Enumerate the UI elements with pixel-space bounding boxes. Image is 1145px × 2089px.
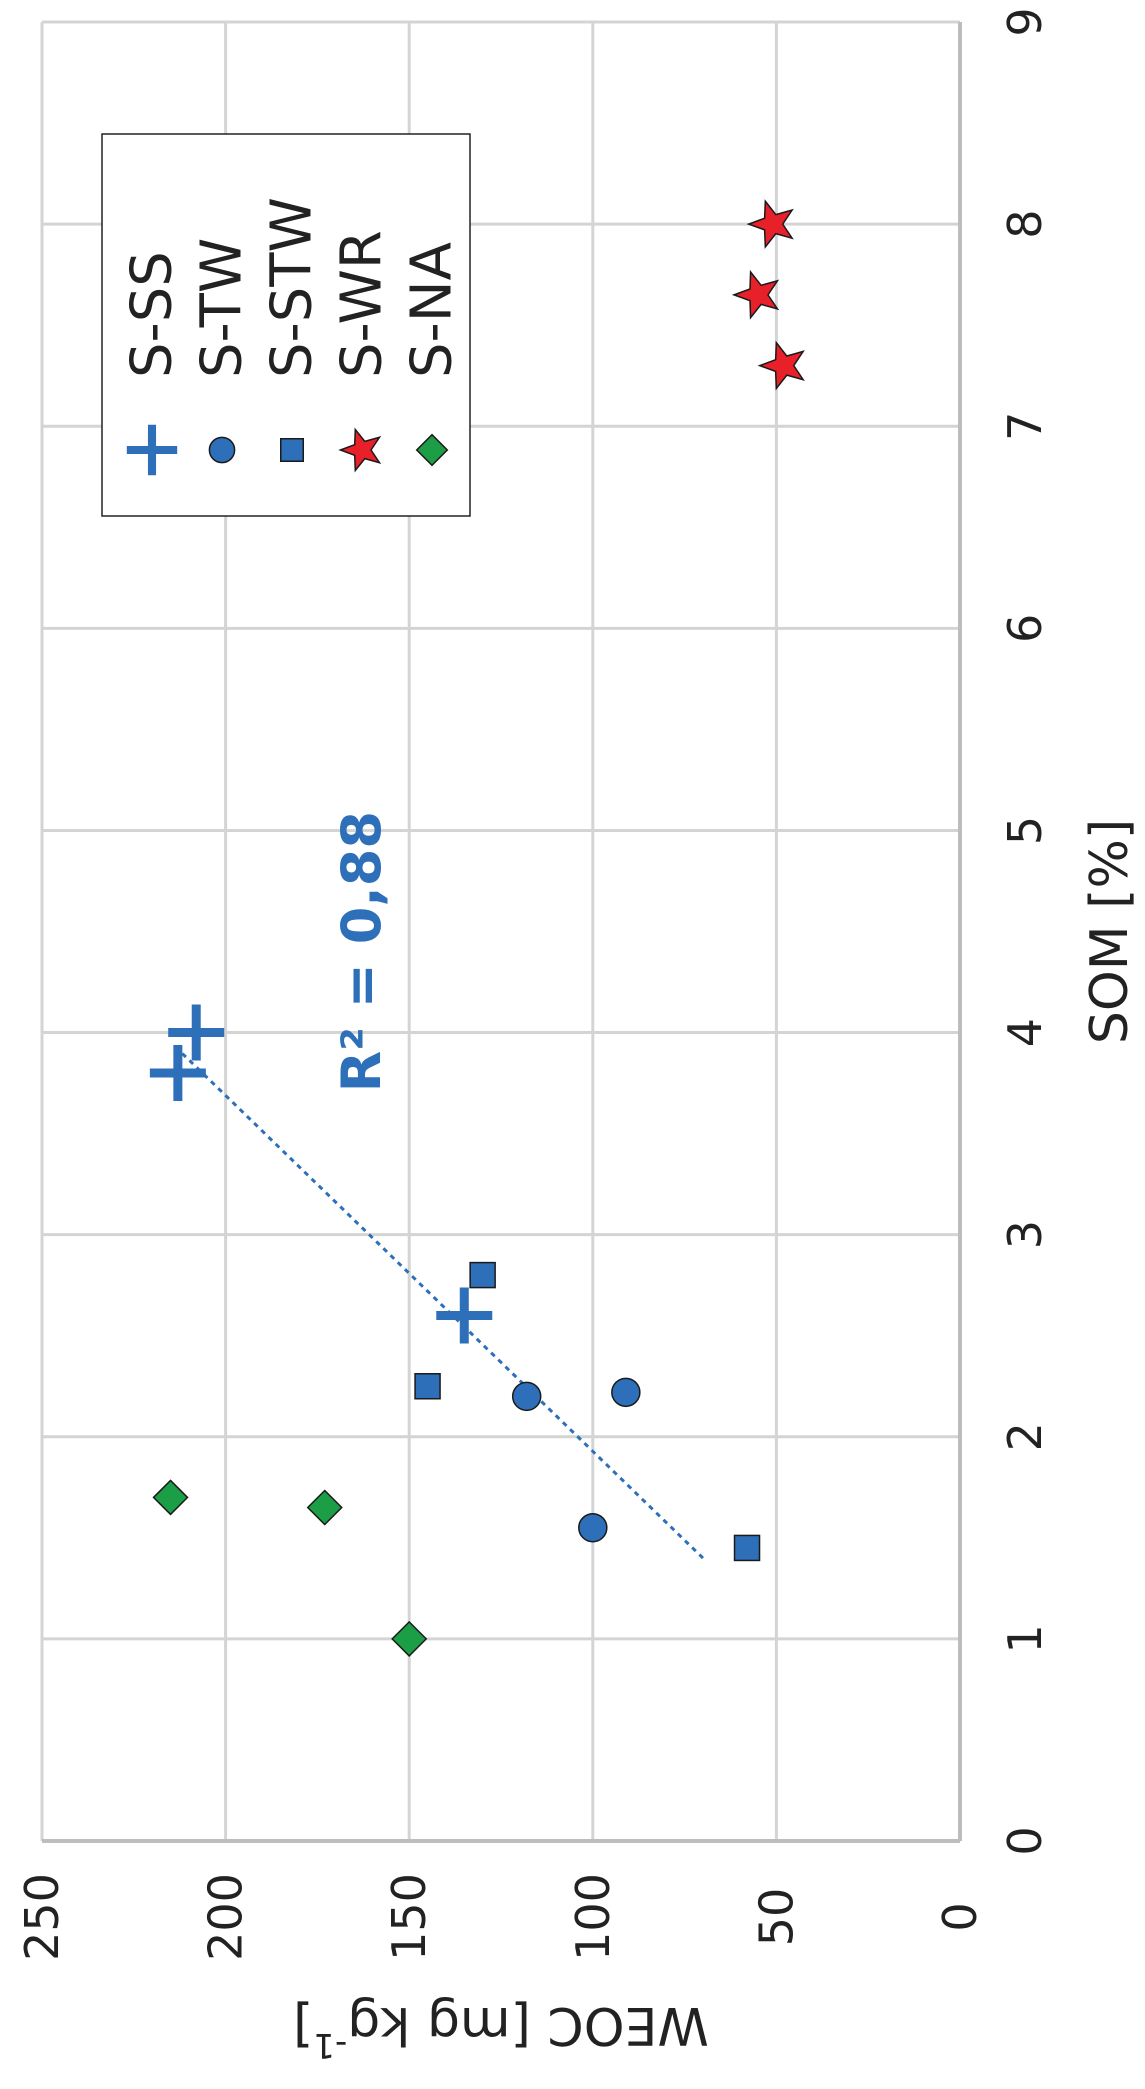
data-point-s-wr bbox=[731, 269, 780, 320]
legend-label-s-wr: S-WR bbox=[330, 230, 395, 378]
legend-label-s-ss: S-SS bbox=[120, 251, 185, 378]
y-axis-title-main: WEOC [mg kg bbox=[347, 1995, 709, 2055]
x-axis-title: SOM [%] bbox=[1080, 819, 1140, 1044]
data-point-s-stw bbox=[414, 1373, 441, 1400]
x-tick-label: 3 bbox=[998, 1220, 1052, 1249]
y-tick-label: 250 bbox=[15, 1873, 69, 1961]
data-point-s-ss bbox=[168, 1004, 225, 1061]
data-point-s-ss bbox=[436, 1287, 493, 1344]
data-point-s-na bbox=[306, 1489, 343, 1526]
r-squared-label: R² = 0,88 bbox=[330, 811, 393, 1092]
legend-marker-s-tw bbox=[208, 436, 236, 464]
legend-marker-s-stw bbox=[280, 438, 304, 462]
y-tick-label: 200 bbox=[199, 1873, 253, 1961]
data-point-s-wr bbox=[746, 199, 794, 249]
y-axis-title-end: ] bbox=[293, 1995, 313, 2055]
x-tick-label: 6 bbox=[998, 614, 1052, 643]
trendline-group: R² = 0,88 bbox=[180, 811, 705, 1560]
legend-marker-s-na bbox=[415, 433, 449, 467]
y-axis-title: WEOC [mg kg-1] bbox=[293, 1995, 709, 2065]
y-tick-label: 0 bbox=[933, 1902, 987, 1931]
series-s-wr bbox=[731, 199, 805, 391]
axis-titles: SOM [%] WEOC [mg kg-1] bbox=[293, 819, 1140, 2065]
x-tick-label: 8 bbox=[998, 209, 1052, 238]
x-tick-label: 1 bbox=[998, 1624, 1052, 1653]
data-point-s-tw bbox=[611, 1377, 641, 1408]
data-point-s-stw bbox=[469, 1261, 496, 1289]
legend-label-s-stw: S-STW bbox=[260, 197, 325, 378]
series-s-ss bbox=[149, 1004, 493, 1344]
legend: S-SS S-TW S-STW S-WR S-NA bbox=[101, 133, 471, 517]
series-s-tw bbox=[511, 1377, 641, 1543]
x-tick-label: 9 bbox=[998, 7, 1052, 36]
y-tick-label: 100 bbox=[566, 1873, 620, 1961]
y-axis-title-sup: -1 bbox=[313, 2025, 347, 2065]
legend-label-s-tw: S-TW bbox=[190, 238, 255, 378]
y-tick-label: 150 bbox=[382, 1873, 436, 1961]
data-point-s-tw bbox=[578, 1512, 608, 1543]
tick-labels: 0 1 2 3 4 5 6 7 8 9 0 50 100 150 200 250 bbox=[15, 7, 1052, 1961]
x-tick-label: 2 bbox=[998, 1422, 1052, 1451]
trendline bbox=[180, 1051, 705, 1560]
data-point-s-wr bbox=[757, 340, 805, 391]
legend-label-s-na: S-NA bbox=[400, 242, 465, 378]
x-tick-label: 7 bbox=[998, 412, 1052, 441]
data-point-s-na bbox=[152, 1479, 189, 1516]
x-tick-label: 5 bbox=[998, 816, 1052, 845]
data-point-s-ss bbox=[149, 1044, 206, 1101]
x-tick-label: 4 bbox=[998, 1018, 1052, 1047]
y-tick-label: 50 bbox=[749, 1888, 803, 1947]
legend-marker-s-wr bbox=[338, 427, 382, 473]
data-points bbox=[149, 199, 805, 1657]
data-point-s-tw bbox=[511, 1381, 542, 1412]
data-point-s-stw bbox=[733, 1534, 761, 1562]
legend-marker-s-ss bbox=[126, 424, 178, 476]
series-s-stw bbox=[414, 1261, 761, 1562]
series-s-na bbox=[152, 1479, 428, 1657]
x-tick-label: 0 bbox=[998, 1826, 1052, 1855]
data-point-s-na bbox=[391, 1620, 428, 1657]
